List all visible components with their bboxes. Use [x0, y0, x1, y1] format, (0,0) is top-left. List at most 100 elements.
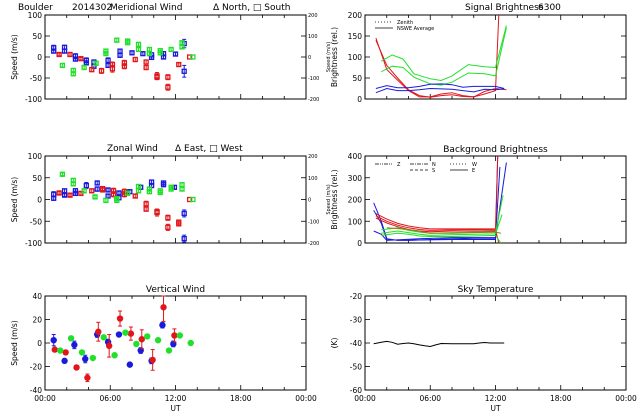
data-point: [61, 192, 68, 198]
series-line-blue-3: [373, 162, 507, 241]
chart-title: Meridional Wind: [110, 3, 182, 13]
x-axis-label: UT: [490, 404, 500, 413]
plot-frame: [44, 155, 307, 244]
data-point: [94, 180, 100, 186]
legend-label: Zenith: [397, 20, 413, 26]
series-line-blue-2: [373, 166, 501, 241]
data-point: [84, 374, 91, 381]
data-point: [176, 221, 182, 227]
y2-axis-label: Speed (m/s): [326, 184, 332, 214]
data-point: [154, 336, 162, 344]
chart-title: Signal Brightness: [465, 3, 544, 13]
data-point: [160, 182, 167, 188]
data-point: [165, 224, 171, 230]
data-point: [103, 50, 109, 57]
data-point: [105, 57, 111, 64]
data-point: [92, 194, 98, 200]
data-point: [56, 190, 62, 196]
x-tick-label: 18:00: [230, 394, 252, 403]
y-tick-label: -50: [30, 74, 42, 83]
y-axis-label: Speed (m/s): [10, 177, 19, 223]
y-tick-label: -50: [30, 217, 42, 226]
data-point: [165, 347, 173, 354]
data-point: [67, 335, 75, 342]
data-point: [181, 210, 187, 217]
data-point: [51, 195, 57, 201]
data-point: [51, 346, 58, 353]
data-point: [70, 181, 76, 187]
data-point: [105, 342, 113, 350]
y-tick-label: 0: [357, 95, 362, 104]
data-point: [78, 349, 86, 356]
chart-title: Background Brightness: [443, 145, 548, 155]
data-point: [187, 339, 194, 347]
data-point: [135, 46, 142, 53]
data-point: [149, 356, 156, 364]
chart-title: Zonal Wind: [107, 144, 158, 154]
data-point: [159, 321, 166, 329]
y-tick-label: 0: [37, 196, 42, 205]
series-line-green-1: [381, 25, 507, 82]
data-point: [81, 64, 87, 71]
data-point: [59, 62, 66, 69]
data-point: [168, 46, 174, 53]
data-point: [135, 188, 142, 194]
y-tick-label: -50: [350, 363, 362, 372]
y2-tick-label: -100: [308, 76, 319, 82]
series-line-green-2: [381, 214, 503, 236]
y-tick-label: -60: [350, 386, 362, 395]
data-point: [70, 71, 76, 77]
y2-tick-label: 0: [308, 198, 311, 204]
data-point: [143, 206, 149, 212]
panel-vertical-wind: 00:00 06:00 12:00 18:00 00:00 UT 40 20 0 -20 -40 Sp…: [10, 285, 317, 413]
y-tick-label: 100: [28, 152, 43, 161]
chart-legend-text: Δ East, □ West: [175, 144, 243, 154]
data-point: [143, 59, 149, 65]
data-point: [114, 195, 120, 202]
series-line-blue-2: [375, 87, 505, 94]
data-point: [89, 188, 95, 194]
x-tick-label: 00:00: [615, 394, 637, 403]
series-line-black: [373, 340, 505, 348]
series-line-green-2: [381, 27, 507, 86]
data-point: [57, 347, 64, 354]
y-axis-label: Brightness (rel.): [330, 27, 339, 87]
data-point: [56, 51, 62, 58]
date-code: 2014302: [72, 3, 112, 13]
data-point: [71, 341, 78, 349]
data-point: [121, 60, 128, 66]
data-point: [125, 40, 131, 46]
data-point: [157, 189, 163, 196]
data-point: [176, 332, 184, 339]
data-point: [181, 235, 187, 242]
data-point: [99, 187, 106, 193]
data-point: [125, 190, 131, 197]
data-point: [176, 61, 182, 68]
data-point: [140, 50, 146, 57]
series-line-red-1: [375, 155, 499, 230]
legend-label: E: [472, 168, 475, 174]
wavelength-label: 6300: [538, 3, 561, 13]
data-point: [62, 349, 69, 356]
y-tick-label: 0: [357, 239, 362, 248]
legend-label: NSWE Average: [397, 26, 434, 32]
y-tick-label: -20: [30, 363, 42, 372]
data-point: [117, 52, 123, 58]
data-point: [122, 329, 129, 336]
data-point: [67, 192, 73, 198]
data-point: [121, 191, 128, 197]
data-point: [61, 48, 68, 54]
y-tick-label: -40: [350, 339, 362, 348]
y2-tick-label: -200: [308, 241, 319, 247]
y-tick-label: 400: [348, 152, 363, 161]
y2-axis-label: Speed (m/s): [326, 42, 332, 72]
panel-meridional-wind: 100 50 0 -50 -100 Speed (m/s) 200 100 0 -100 -200 S…: [10, 3, 332, 104]
y-tick-label: -40: [30, 386, 42, 395]
data-point: [51, 48, 57, 54]
data-point: [100, 334, 107, 341]
data-point: [59, 171, 66, 177]
data-point: [94, 186, 100, 192]
data-point: [135, 41, 142, 48]
data-point: [105, 187, 111, 193]
y-tick-label: 100: [348, 53, 363, 62]
